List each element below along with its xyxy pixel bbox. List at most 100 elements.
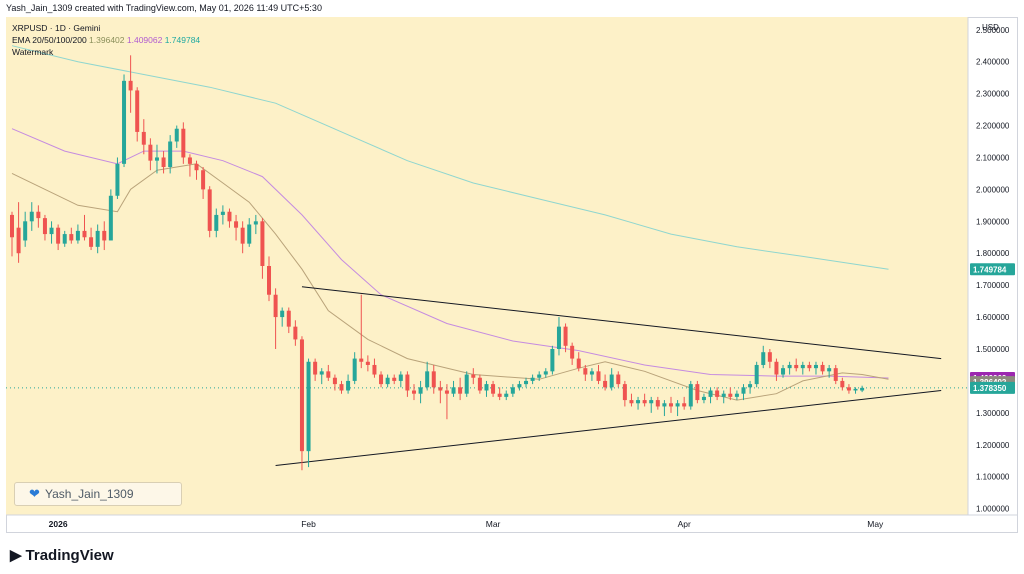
ema-value-1: 1.396402 — [89, 35, 125, 45]
candle-body — [299, 339, 304, 452]
candle-body — [734, 393, 739, 397]
y-tick-label: 1.800000 — [976, 249, 1010, 258]
candle-body — [392, 377, 397, 381]
candle-body — [853, 388, 858, 391]
candle-body — [102, 230, 107, 241]
candle-body — [23, 221, 28, 241]
candle-body — [846, 387, 851, 391]
candle-body — [543, 371, 548, 375]
watermark-label[interactable]: Watermark — [12, 47, 54, 57]
candle-body — [260, 221, 265, 266]
y-tick-label: 1.900000 — [976, 217, 1010, 226]
candle-body — [372, 364, 377, 375]
candle-body — [701, 396, 706, 401]
candle-body — [491, 384, 496, 394]
chart-caption: Yash_Jain_1309 created with TradingView.… — [6, 3, 322, 13]
candle-body — [346, 380, 351, 391]
x-tick-label: May — [867, 519, 884, 529]
candle-body — [715, 390, 720, 397]
candle-body — [161, 157, 166, 168]
candle-body — [451, 387, 456, 394]
y-tick-label: 1.600000 — [976, 313, 1010, 322]
tradingview-logo-icon: ▶ — [10, 547, 22, 564]
candle-body — [10, 214, 14, 238]
candle-body — [596, 371, 601, 381]
candle-body — [122, 80, 127, 164]
candle-body — [82, 230, 87, 238]
price-tag-label: 1.749784 — [973, 265, 1007, 274]
candle-body — [464, 374, 469, 394]
candle-body — [75, 230, 80, 241]
candle-body — [438, 387, 443, 391]
candle-body — [504, 393, 509, 397]
ema-value-2: 1.409062 — [126, 35, 163, 45]
price-tag-label: 1.378350 — [973, 384, 1007, 393]
candle-body — [326, 371, 331, 378]
y-tick-label: 1.200000 — [976, 441, 1010, 450]
candle-body — [642, 400, 647, 404]
candle-body — [583, 368, 588, 375]
candle-body — [497, 393, 502, 397]
candle-body — [510, 387, 515, 394]
candle-body — [194, 163, 199, 171]
candle-body — [240, 227, 245, 244]
candle-body — [669, 403, 673, 407]
candle-body — [220, 211, 225, 215]
candle-body — [820, 364, 825, 372]
candle-body — [708, 390, 713, 397]
candle-body — [609, 374, 614, 388]
symbol-line[interactable]: XRPUSD · 1D · Gemini — [12, 23, 101, 33]
ema-value-3: 1.749784 — [164, 35, 201, 45]
y-tick-label: 2.200000 — [976, 122, 1010, 131]
candle-body — [365, 361, 370, 365]
y-tick-label: 1.000000 — [976, 505, 1010, 514]
trendline — [275, 390, 942, 467]
ema-line[interactable]: EMA 20/50/100/200 1.396402 1.409062 1.74… — [12, 34, 200, 46]
ema-label: EMA 20/50/100/200 — [12, 35, 87, 45]
candle-body — [484, 384, 489, 391]
candle-body — [234, 221, 239, 228]
candle-body — [767, 352, 772, 362]
candle-body — [385, 377, 390, 385]
ema100-line — [11, 128, 889, 379]
y-tick-label: 2.400000 — [976, 58, 1010, 67]
candle-body — [425, 371, 430, 388]
candle-body — [286, 310, 291, 327]
price-tag — [970, 263, 1015, 276]
candle-body — [174, 128, 179, 142]
candle-body — [458, 387, 463, 394]
tradingview-logo[interactable]: ▶ TradingView — [10, 546, 114, 565]
y-tick-label: 2.300000 — [976, 90, 1010, 99]
price-chart[interactable]: 2.500000 2.400000 2.300000 2.200000 2.100000… — [6, 17, 1018, 533]
candle-body — [827, 368, 832, 372]
candle-body — [748, 384, 753, 388]
candle-body — [530, 377, 535, 381]
y-tick-label: 1.100000 — [976, 473, 1010, 482]
heart-icon: ❤ — [29, 486, 40, 501]
candle-body — [108, 195, 113, 241]
candle-body — [306, 361, 311, 452]
candle-body — [570, 345, 575, 359]
candle-body — [741, 387, 746, 394]
candle-body — [247, 224, 252, 244]
y-tick-label: 2.000000 — [976, 185, 1010, 194]
candle-body — [860, 387, 865, 391]
candle-body — [42, 218, 47, 235]
candle-body — [267, 266, 272, 295]
candle-body — [398, 374, 403, 381]
candle-body — [339, 384, 344, 391]
candle-body — [721, 393, 726, 397]
candle-body — [754, 364, 759, 385]
watermark-box: ❤ Yash_Jain_1309 — [14, 482, 182, 506]
x-tick-label: 2026 — [49, 519, 68, 529]
candle-body — [761, 352, 766, 365]
candle-body — [62, 234, 67, 244]
candle-body — [187, 157, 192, 164]
candle-body — [833, 368, 838, 381]
candle-body — [471, 374, 476, 378]
x-tick-label: Apr — [678, 519, 691, 529]
candle-body — [227, 211, 232, 222]
candle-body — [649, 400, 654, 404]
candle-body — [280, 310, 285, 318]
watermark-text: Yash_Jain_1309 — [45, 487, 134, 501]
